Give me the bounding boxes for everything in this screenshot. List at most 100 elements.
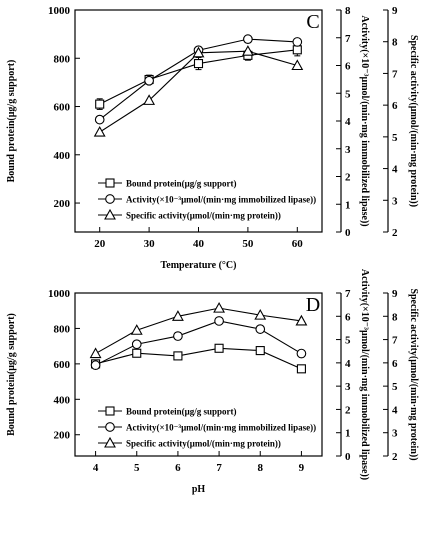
y-right2-tick-label: 9 <box>392 5 398 17</box>
data-point-circle <box>94 114 105 125</box>
y-left-tick-label: 400 <box>54 150 71 162</box>
x-tick-label: 4 <box>93 462 99 474</box>
y-right2-tick-label: 2 <box>392 227 398 239</box>
y-right1-tick-label: 1 <box>345 199 351 211</box>
legend-marker-circle <box>105 422 115 432</box>
y-right2-tick-label: 5 <box>392 381 398 393</box>
y-right1-tick-label: 7 <box>345 33 351 45</box>
data-point-triangle <box>171 310 184 321</box>
y-right1-tick-label: 4 <box>345 358 351 370</box>
y-right2-tick-label: 7 <box>392 335 398 347</box>
data-point-square <box>296 364 306 374</box>
y-right1-tick-label: 6 <box>345 61 351 73</box>
legend-entry: Specific activity(μmol/(min·mg protein)) <box>126 439 281 449</box>
y-right2-tick-label: 4 <box>392 164 398 176</box>
data-point-square <box>214 343 224 353</box>
legend-marker-circle <box>105 194 115 204</box>
x-tick-label: 9 <box>299 462 305 474</box>
y-right1-tick-label: 3 <box>345 144 351 156</box>
x-axis-label: Temperature (°C) <box>161 260 237 271</box>
data-point-triangle <box>213 302 226 313</box>
data-point-square <box>193 59 204 69</box>
y-right2-tick-label: 8 <box>392 37 398 49</box>
data-point-triangle <box>89 347 102 359</box>
x-tick-label: 30 <box>144 238 156 250</box>
legend: Bound protein(μg/g support) Activity(×10⁻… <box>98 406 316 449</box>
y-right1-tick-label: 3 <box>345 381 351 393</box>
data-point-square <box>173 351 183 361</box>
legend-marker-square <box>105 406 115 416</box>
y-left-axis-label: Bound protein(μg/g support) <box>6 313 17 436</box>
legend-entry: Specific activity(μmol/(min·mg protein)) <box>126 211 281 221</box>
panel-label: C <box>306 11 319 33</box>
y-right2-tick-label: 5 <box>392 132 398 144</box>
y-left-tick-label: 600 <box>54 359 71 371</box>
legend-marker-square <box>105 178 115 188</box>
data-point-circle <box>173 331 183 341</box>
x-tick-label: 60 <box>292 238 304 250</box>
legend: Bound protein(μg/g support) Activity(×10⁻… <box>98 178 316 221</box>
y-left-tick-label: 200 <box>54 430 71 442</box>
series-line-square <box>95 347 302 370</box>
y-right1-tick-label: 0 <box>345 227 351 239</box>
y-right1-tick-label: 2 <box>345 404 351 416</box>
y-left-tick-label: 400 <box>54 394 71 406</box>
data-point-circle <box>243 34 253 44</box>
data-point-circle <box>255 324 266 334</box>
x-tick-label: 20 <box>94 238 106 250</box>
x-tick-label: 7 <box>216 462 222 474</box>
data-point-square <box>255 346 265 356</box>
data-point-circle <box>144 75 154 86</box>
y-right2-axis-label: Specific activity(μmol/(min·mg protein)) <box>408 288 419 460</box>
plot-frame <box>74 292 323 457</box>
chart-panel-c: 20 30 40 50 60 200 400 600 800 1000 0 1 2 3 4 5 6 7 8 2 3 4 5 6… <box>6 5 419 271</box>
data-point-triangle <box>93 125 106 137</box>
y-left-axis-label: Bound protein(μg/g support) <box>6 60 17 183</box>
y-left-tick-label: 1000 <box>48 5 71 17</box>
legend-entry: Bound protein(μg/g support) <box>126 407 236 417</box>
data-point-triangle <box>130 324 143 335</box>
legend-entry: Activity(×10⁻³μmol/(min·mg immobilized l… <box>126 423 316 433</box>
y-right1-tick-label: 5 <box>345 335 351 347</box>
data-point-triangle <box>143 94 156 105</box>
y-right1-tick-label: 0 <box>345 451 351 463</box>
data-point-circle <box>90 360 101 371</box>
y-right2-tick-label: 4 <box>392 404 398 416</box>
data-point-triangle <box>254 308 267 320</box>
series-line-circle <box>95 320 302 366</box>
y-right2-tick-label: 6 <box>392 100 398 112</box>
panel-label: D <box>306 294 320 316</box>
x-tick-label: 8 <box>258 462 264 474</box>
data-point-circle <box>292 37 303 47</box>
x-tick-label: 6 <box>175 462 181 474</box>
data-point-square <box>132 348 142 358</box>
series-line-triangle <box>95 307 302 355</box>
y-right2-tick-label: 3 <box>392 195 398 207</box>
data-point-circle <box>131 339 142 350</box>
y-right1-axis-label: Activity(×10⁻³μmol/(min·mg immobilized l… <box>359 15 370 226</box>
y-right2-tick-label: 6 <box>392 358 398 370</box>
legend-marker-triangle <box>104 208 116 220</box>
y-left-tick-label: 1000 <box>48 288 71 300</box>
y-right1-tick-label: 4 <box>345 116 351 128</box>
data-point-triangle <box>295 314 308 326</box>
legend-marker-triangle <box>104 436 116 448</box>
y-right2-tick-label: 2 <box>392 451 398 463</box>
data-point-triangle <box>192 46 205 58</box>
y-left-tick-label: 800 <box>54 323 71 335</box>
y-right1-tick-label: 7 <box>345 288 351 300</box>
y-right2-tick-label: 3 <box>392 428 398 440</box>
y-right2-tick-label: 7 <box>392 68 398 80</box>
data-point-square <box>95 99 105 109</box>
x-tick-label: 50 <box>242 238 254 250</box>
y-right1-tick-label: 2 <box>345 172 351 184</box>
data-point-circle <box>296 348 307 359</box>
y-right1-tick-label: 5 <box>345 88 351 100</box>
data-point-square <box>292 45 302 55</box>
y-right2-tick-label: 9 <box>392 288 398 300</box>
data-point-triangle <box>291 59 304 71</box>
x-tick-label: 40 <box>193 238 205 250</box>
data-point-circle <box>214 316 224 326</box>
y-left-tick-label: 800 <box>54 53 71 65</box>
